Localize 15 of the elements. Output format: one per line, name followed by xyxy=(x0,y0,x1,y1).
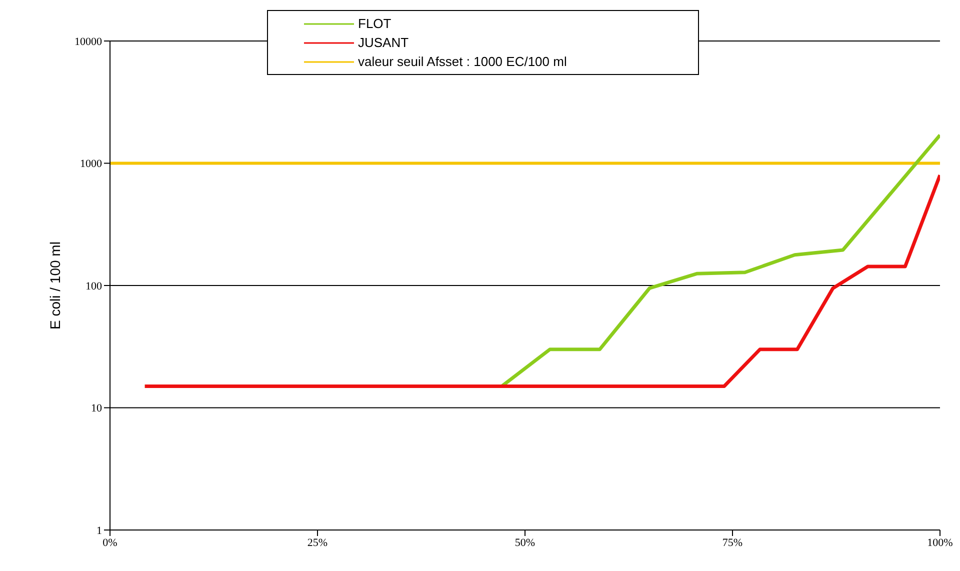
line-series xyxy=(143,173,940,388)
y-tick-label: 10000 xyxy=(74,36,102,48)
y-axis-title: E coli / 100 ml xyxy=(46,242,63,330)
x-tick-label: 0% xyxy=(102,536,118,549)
x-tick-label: 100% xyxy=(927,536,953,549)
x-tick-label: 25% xyxy=(307,536,328,549)
y-tick-label: 1 xyxy=(96,524,102,537)
x-tick-label: 75% xyxy=(722,536,743,549)
y-tick-label: 10 xyxy=(91,402,102,415)
x-tick-label: 50% xyxy=(514,536,536,549)
legend-label: FLOT xyxy=(358,16,392,31)
legend-label: JUSANT xyxy=(358,35,409,50)
legend-label: valeur seuil Afsset : 1000 EC/100 ml xyxy=(358,54,567,69)
y-tick-label: 1000 xyxy=(80,158,102,170)
y-tick-label: 100 xyxy=(86,280,102,292)
